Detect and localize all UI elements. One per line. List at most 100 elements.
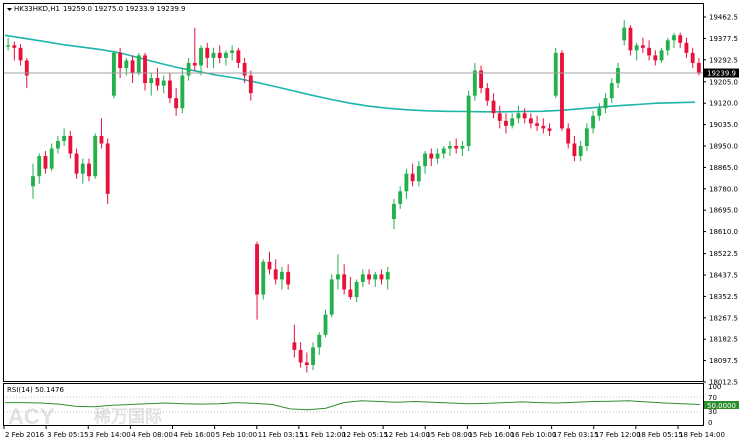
candle: [659, 47, 664, 63]
y-axis: 19462.5 19377.5 19292.5 19205.0 19120.0 19035…: [703, 14, 738, 387]
candle-body: [155, 78, 160, 86]
x-tick-label: 4 Feb 08:00: [131, 431, 172, 439]
candle-body: [223, 52, 228, 58]
candle-body: [24, 60, 29, 76]
candle: [597, 103, 602, 121]
candle: [485, 83, 490, 106]
candle: [504, 113, 508, 134]
candle: [31, 163, 35, 199]
candle-body: [354, 281, 359, 298]
x-axis: 2 Feb 2016 3 Feb 05:15 3 Feb 14:00 4 Feb 08…: [3, 426, 725, 439]
candle-body: [261, 261, 266, 295]
y-tick-label: 18610.0: [709, 228, 738, 236]
candle: [267, 251, 272, 275]
symbol-label: HK33HKD,H1: [14, 5, 60, 13]
candle-body: [634, 45, 639, 51]
y-tick-label: 18352.5: [709, 293, 738, 301]
candle: [653, 50, 658, 66]
candle-body: [18, 47, 23, 61]
current-price-label: 19239.9: [707, 70, 736, 78]
candle-body: [199, 47, 203, 66]
candle-body: [572, 143, 577, 157]
candle-body: [491, 100, 496, 114]
candle: [55, 135, 60, 154]
candle: [348, 276, 353, 300]
candle-body: [6, 45, 11, 47]
x-tick-label: 4 Feb 16:00: [174, 431, 215, 439]
chevron-down-icon[interactable]: [7, 8, 12, 11]
candle-body: [68, 135, 73, 154]
candle: [37, 153, 42, 184]
y-tick-label: 18780.0: [709, 185, 738, 193]
candle: [672, 32, 676, 48]
y-tick-label: 18097.5: [709, 357, 738, 365]
rsi-level-70: 70: [708, 394, 717, 402]
candle-body: [416, 166, 421, 182]
current-price-badge: [704, 68, 739, 78]
x-tick-label: 12 Feb 14:00: [384, 431, 430, 439]
candle: [49, 143, 54, 172]
x-tick-label: 17 Feb 03:15: [553, 431, 599, 439]
candle-body: [429, 153, 434, 159]
x-tick-label: 18 Feb 14:00: [679, 431, 725, 439]
candle-body: [497, 113, 502, 121]
candle-body: [665, 40, 670, 51]
candle: [18, 44, 23, 66]
candle: [199, 45, 203, 76]
candle: [149, 73, 154, 96]
rsi-level-100: 100: [708, 383, 721, 391]
x-tick-label: 18 Feb 05:15: [637, 431, 683, 439]
candle-body: [336, 274, 340, 280]
candle-body: [516, 113, 521, 119]
candle: [466, 90, 471, 152]
candle-body: [186, 62, 191, 76]
candle: [684, 37, 689, 58]
candle-body: [37, 156, 42, 177]
candle-body: [541, 125, 546, 129]
candle-body: [242, 62, 247, 76]
candle-body: [510, 118, 515, 126]
candle: [217, 45, 222, 63]
candle-body: [217, 52, 222, 58]
candle: [385, 266, 390, 290]
candle-body: [192, 62, 197, 66]
candle-body: [292, 342, 297, 350]
y-tick-label: 18695.0: [709, 207, 738, 215]
candle: [68, 130, 73, 159]
candle: [547, 123, 552, 136]
candle: [230, 45, 235, 61]
candle-body: [609, 83, 614, 99]
candle-body: [236, 50, 241, 63]
y-tick-label: 18522.5: [709, 250, 738, 258]
candle-body: [12, 45, 17, 48]
candle-body: [105, 143, 110, 194]
candle: [292, 324, 297, 358]
rsi-value-badge: [704, 401, 739, 409]
candle: [242, 57, 247, 84]
candle: [93, 133, 98, 179]
candle: [161, 75, 166, 94]
candle: [367, 269, 371, 285]
candle-body: [535, 123, 540, 126]
candle: [74, 148, 79, 179]
candle-body: [690, 52, 695, 63]
candle: [497, 105, 502, 129]
candle: [435, 148, 440, 164]
candle: [186, 57, 191, 81]
candle: [286, 264, 291, 290]
candle-body: [653, 55, 658, 61]
candle: [423, 151, 427, 174]
candle: [311, 342, 315, 371]
candle-body: [31, 176, 35, 187]
candle: [205, 42, 210, 68]
candle-body: [124, 60, 129, 68]
candle-body: [311, 347, 315, 366]
y-tick-label: 18182.5: [709, 336, 738, 344]
candle-body: [528, 118, 533, 124]
candle-body: [93, 135, 98, 177]
candle: [211, 47, 216, 68]
candle: [541, 118, 546, 134]
candle: [535, 115, 540, 131]
candle-body: [286, 271, 291, 285]
candle-body: [62, 135, 67, 141]
